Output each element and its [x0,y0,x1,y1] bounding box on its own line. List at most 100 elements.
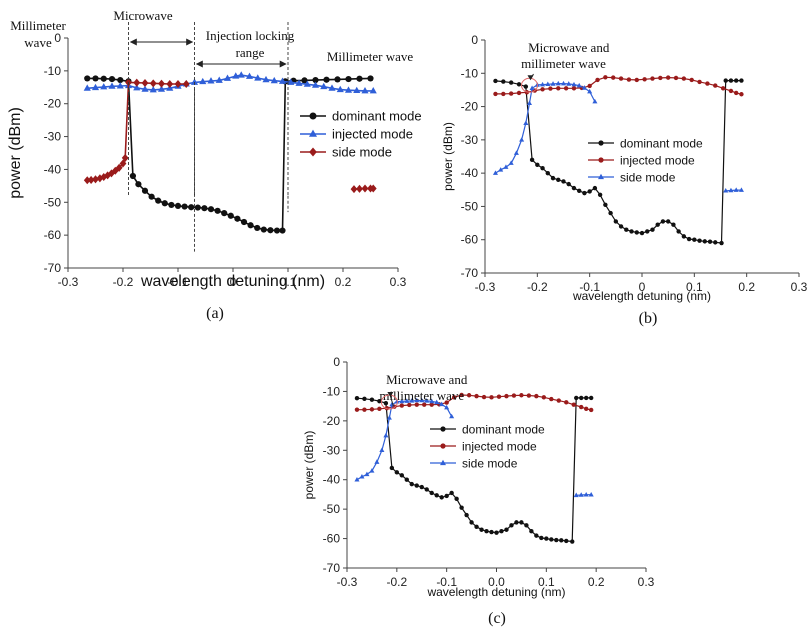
figure-caption: (b) [639,310,658,327]
data-point [523,84,529,89]
series-side-mode [492,80,744,193]
data-point [526,393,532,398]
data-point [489,529,494,535]
data-point [414,483,419,488]
data-point [556,398,561,403]
y-tick-label: -20 [461,100,479,114]
data-point [311,81,320,88]
data-point [362,407,367,412]
data-point [273,227,281,234]
data-point [545,170,550,176]
legend: dominant mode injected mode side mode [300,109,422,160]
data-point [579,404,584,410]
data-point [555,80,561,86]
series-dominant-mode [354,395,594,544]
data-point [544,536,549,541]
figure-caption: (a) [206,305,224,322]
data-point [626,77,632,82]
y-tick-label: 0 [333,355,340,369]
annotation-injection-locking-range: range [236,45,265,60]
series-line [495,82,596,174]
data-point [444,493,449,499]
data-point [207,77,215,84]
data-point [603,75,608,80]
x-tick-label: 0.3 [390,275,407,289]
data-point [738,187,744,192]
annotation-millimeter-wave: millimeter wave [379,388,464,403]
y-tick-label: -20 [323,414,341,428]
data-point [556,86,561,91]
data-point [519,393,524,398]
data-point [723,188,729,193]
data-point [611,75,616,80]
data-point [386,415,392,420]
data-point [511,393,517,398]
x-tick-label: -0.1 [436,575,457,589]
data-point [489,395,494,400]
data-point [141,187,149,194]
data-point [133,84,141,91]
data-point [454,496,459,502]
data-point [121,153,129,162]
annotation-pointer-head [387,392,394,398]
data-point [692,237,697,242]
data-point [583,491,589,497]
data-point [409,481,414,487]
data-point [100,75,107,82]
y-tick-label: -20 [44,97,62,111]
y-tick-label: -40 [461,166,479,180]
x-tick-label: 0 [639,280,646,294]
data-point [444,404,450,410]
data-point [534,533,539,538]
data-point [270,76,278,84]
data-point [148,193,155,200]
series-line [356,400,453,481]
data-point [279,227,286,234]
annotations: Millimeter wave Microwave Injection locking… [10,8,413,252]
data-point [686,236,692,242]
data-point [278,77,287,84]
data-point [588,395,594,401]
data-point [422,402,427,407]
x-tick-label: 0.0 [488,575,505,589]
data-point [260,226,267,233]
data-point [434,399,440,405]
data-point [492,170,498,175]
x-tick-label: -0.1 [168,275,189,289]
data-point [588,407,594,413]
y-tick-label: -60 [461,233,479,247]
annotation-millimeter-wave-right: Millimeter wave [327,49,414,64]
annotation-millimeter-wave: millimeter wave [521,56,606,71]
data-point [199,77,207,85]
legend-label: side mode [620,171,676,185]
x-tick-label: 0.2 [588,575,605,589]
x-tick-label: 0.3 [791,280,808,294]
data-point [116,82,124,89]
data-point [634,230,639,235]
data-point [262,75,270,83]
data-point [399,398,405,404]
data-point [188,204,195,211]
series-line [87,81,187,182]
data-point [240,218,248,226]
data-point [734,90,739,96]
data-point [389,465,395,471]
data-point [608,210,613,216]
data-point [665,219,671,224]
data-point [697,79,702,85]
data-point [182,79,190,89]
data-point [645,229,650,234]
data-point [728,78,734,83]
data-point [254,224,261,232]
data-point [201,205,208,212]
data-point [161,200,168,207]
data-point [83,84,91,91]
data-point [108,75,116,83]
y-tick-label: -40 [44,162,62,176]
data-point [369,397,375,402]
data-point [181,203,188,210]
data-point [174,202,182,209]
data-point [493,91,498,97]
x-tick-label: 0.3 [638,575,655,589]
